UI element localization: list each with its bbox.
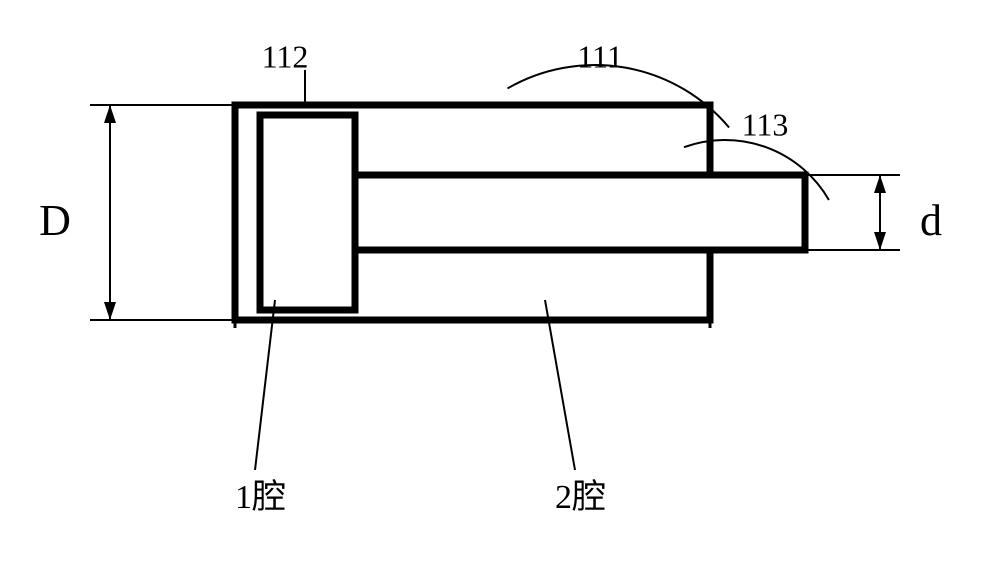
diagram-canvas: Dd 112 111 113 1腔 2腔	[0, 0, 1000, 562]
dim-D-label: D	[39, 196, 71, 245]
dim-d-label: d	[920, 196, 942, 245]
piston-rod	[355, 175, 805, 250]
label-112: 112	[262, 38, 309, 74]
label-cavity-2: 2腔	[555, 478, 606, 516]
leader-cavity-2	[545, 300, 575, 470]
label-111: 111	[577, 38, 623, 74]
label-113: 113	[742, 106, 789, 142]
label-cavity-1: 1腔	[235, 478, 286, 516]
leader-cavity-1	[255, 300, 275, 470]
piston-head	[260, 115, 355, 310]
